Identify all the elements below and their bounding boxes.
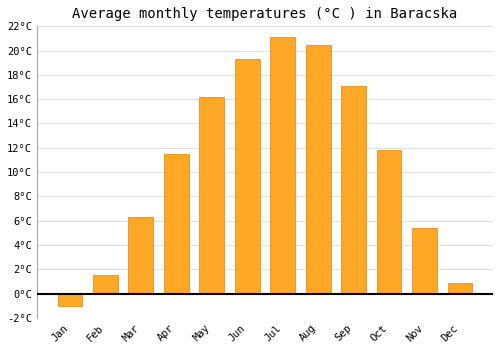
Bar bbox=[200, 97, 224, 294]
Bar bbox=[448, 283, 472, 294]
Bar bbox=[270, 37, 295, 294]
Bar bbox=[306, 44, 330, 294]
Bar bbox=[235, 59, 260, 294]
Bar bbox=[412, 228, 437, 294]
Bar bbox=[164, 154, 188, 294]
Bar bbox=[341, 86, 366, 294]
Bar bbox=[58, 294, 82, 306]
Bar bbox=[376, 150, 402, 294]
Title: Average monthly temperatures (°C ) in Baracska: Average monthly temperatures (°C ) in Ba… bbox=[72, 7, 458, 21]
Bar bbox=[93, 275, 118, 294]
Bar bbox=[128, 217, 154, 294]
